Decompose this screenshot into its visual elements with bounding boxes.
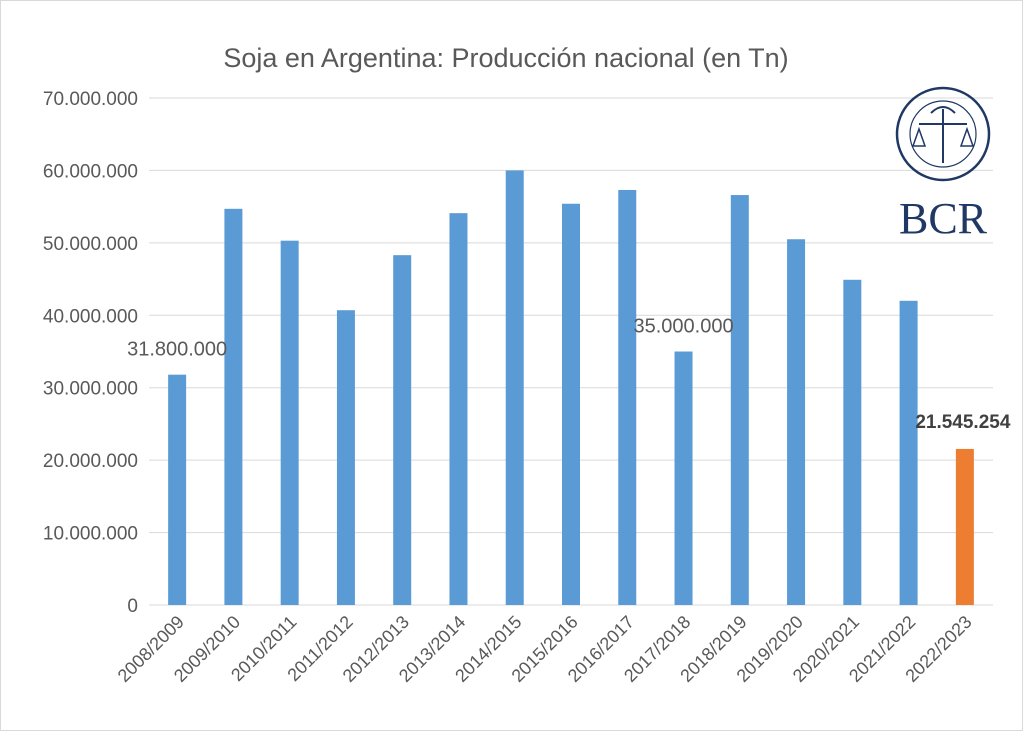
bar: [562, 203, 580, 605]
y-tick-label: 0: [127, 596, 138, 617]
data-label: 35.000.000: [633, 316, 733, 338]
bar: [955, 448, 974, 605]
bar: [168, 374, 187, 605]
logo-text: BCR: [899, 194, 988, 243]
bcr-logo: BCR: [895, 86, 991, 243]
bar: [449, 213, 468, 605]
y-tick-label: 30.000.000: [43, 379, 138, 400]
y-tick-label: 50.000.000: [43, 234, 138, 255]
bar: [674, 351, 693, 605]
seal-icon: [895, 86, 991, 182]
chart-title: Soja en Argentina: Producción nacional (…: [223, 43, 788, 73]
data-label: 21.545.254: [915, 412, 1011, 433]
bar: [787, 239, 806, 605]
bar: [899, 300, 918, 605]
bar: [393, 255, 412, 606]
y-tick-label: 40.000.000: [43, 306, 138, 327]
bar: [843, 279, 862, 605]
bar: [505, 170, 524, 605]
bar: [336, 310, 355, 605]
y-tick-label: 10.000.000: [43, 524, 138, 545]
bar: [224, 208, 243, 605]
data-label: 31.800.000: [127, 339, 227, 361]
bar: [618, 189, 637, 605]
bar: [280, 240, 299, 606]
y-tick-label: 70.000.000: [43, 89, 138, 110]
bar: [730, 195, 749, 605]
y-tick-label: 60.000.000: [43, 161, 138, 182]
y-tick-label: 20.000.000: [43, 451, 138, 472]
